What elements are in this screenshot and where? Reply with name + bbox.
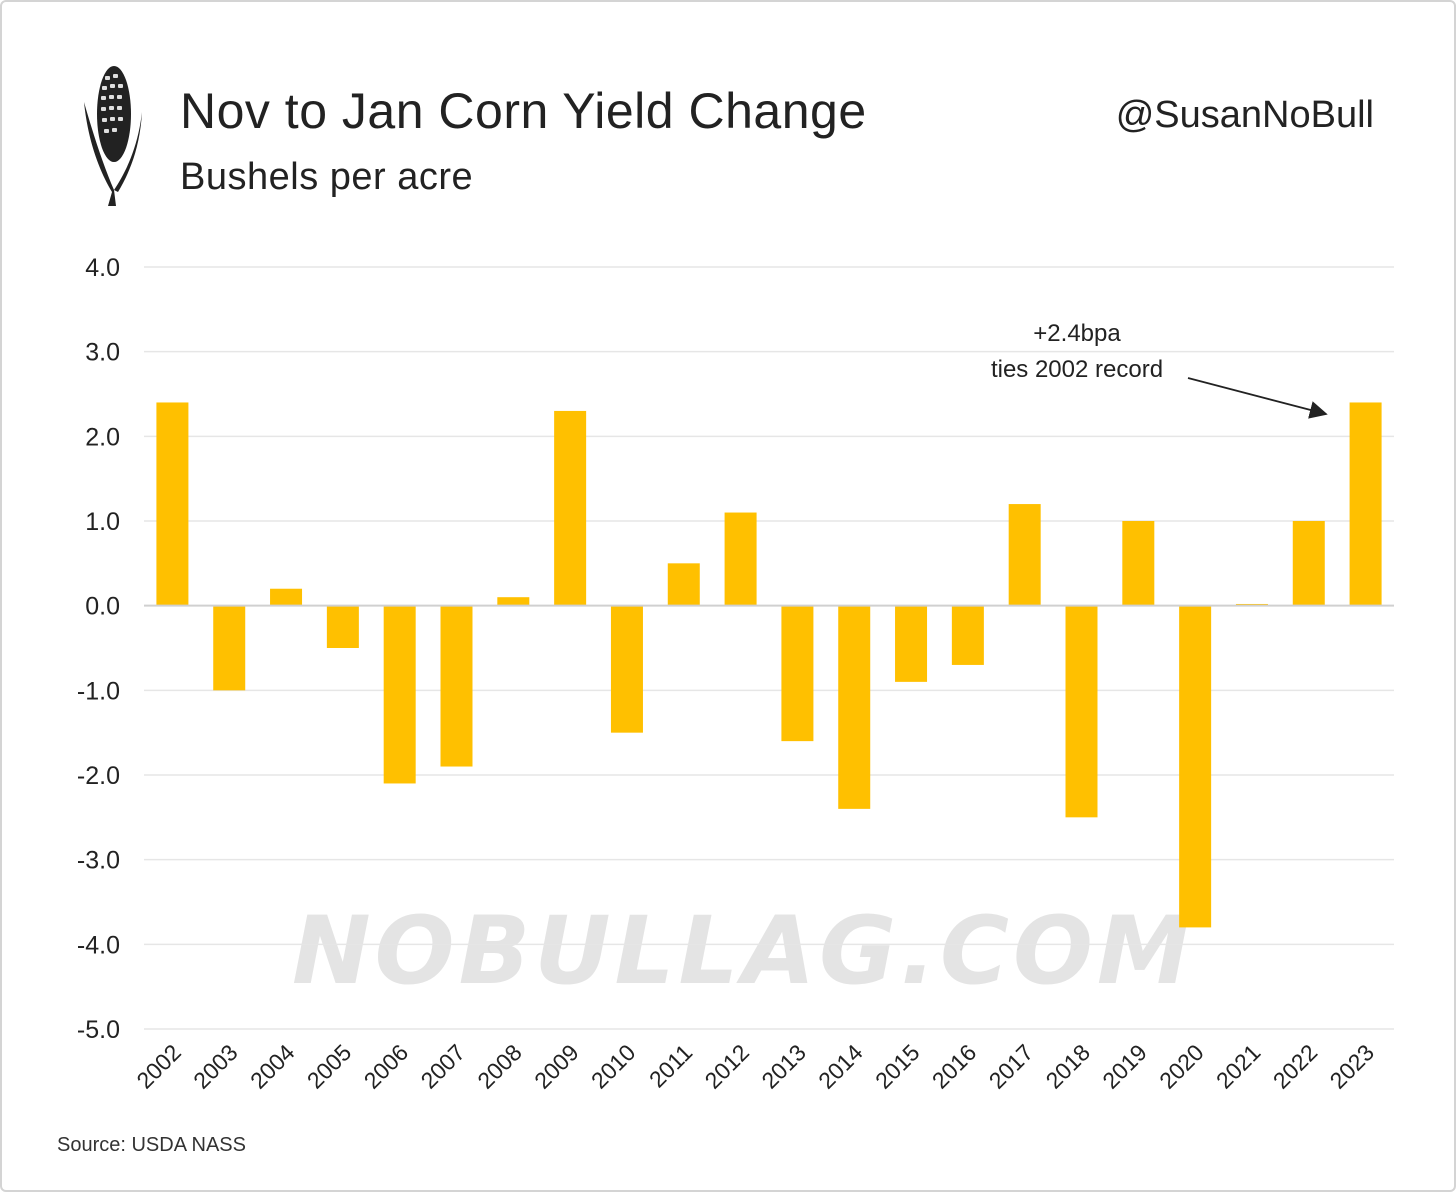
bar: [610, 605, 643, 733]
source-note: Source: USDA NASS: [57, 1134, 246, 1156]
bar: [156, 402, 189, 606]
chart-title: Nov to Jan Corn Yield Change: [180, 83, 867, 139]
x-tick-label: 2016: [927, 1039, 982, 1094]
bar: [724, 512, 757, 606]
bar: [781, 605, 814, 742]
author-handle: @SusanNoBull: [1115, 94, 1374, 136]
bar: [440, 605, 473, 767]
bar: [1179, 605, 1212, 928]
bar: [1065, 605, 1098, 818]
y-tick-label: 0.0: [85, 593, 120, 621]
annotation-value: +2.4bpa: [1033, 320, 1121, 347]
x-tick-label: 2014: [813, 1039, 868, 1094]
x-tick-label: 2020: [1154, 1039, 1209, 1094]
x-tick-label: 2023: [1325, 1039, 1380, 1094]
bar: [497, 597, 530, 606]
x-tick-label: 2018: [1040, 1039, 1095, 1094]
annotation: +2.4bpa ties 2002 record: [962, 316, 1192, 388]
x-tick-label: 2008: [472, 1039, 527, 1094]
bar: [1122, 521, 1155, 606]
y-tick-label: 3.0: [85, 339, 120, 367]
x-tick-label: 2017: [984, 1039, 1039, 1094]
y-tick-label: -2.0: [77, 762, 120, 790]
corn-cob-icon: [84, 66, 142, 206]
y-tick-label: 4.0: [85, 254, 120, 282]
bar: [895, 605, 928, 682]
bar: [667, 563, 700, 606]
bar: [1292, 521, 1325, 606]
bar: [1349, 402, 1382, 606]
x-tick-label: 2002: [131, 1039, 186, 1094]
y-tick-label: -4.0: [77, 931, 120, 959]
bar: [383, 605, 416, 784]
x-tick-label: 2007: [415, 1039, 470, 1094]
x-tick-label: 2011: [644, 1039, 697, 1092]
x-tick-label: 2005: [302, 1039, 357, 1094]
bar: [213, 605, 246, 691]
bar: [326, 605, 359, 648]
bar: [554, 410, 587, 606]
x-tick-label: 2010: [586, 1039, 641, 1094]
y-tick-label: 2.0: [85, 423, 120, 451]
x-tick-label: 2012: [700, 1039, 755, 1094]
y-tick-label: -3.0: [77, 847, 120, 875]
chart-subtitle: Bushels per acre: [180, 156, 474, 198]
x-tick-label: 2004: [245, 1039, 300, 1094]
x-tick-label: 2021: [1211, 1039, 1266, 1094]
x-tick-label: 2019: [1097, 1039, 1152, 1094]
y-tick-label: -1.0: [77, 677, 120, 705]
bar: [270, 588, 303, 606]
bar: [1008, 504, 1041, 606]
watermark: NOBULLAG.COM: [292, 897, 1195, 1006]
x-tick-label: 2015: [870, 1039, 925, 1094]
x-tick-label: 2009: [529, 1039, 584, 1094]
bar: [838, 605, 871, 809]
annotation-note: ties 2002 record: [990, 356, 1164, 383]
y-tick-label: 1.0: [85, 508, 120, 536]
x-tick-label: 2003: [188, 1039, 243, 1094]
bar: [951, 605, 984, 665]
x-tick-label: 2006: [359, 1039, 414, 1094]
y-tick-label: -5.0: [77, 1016, 120, 1044]
annotation-arrow: [1187, 377, 1328, 419]
x-tick-label: 2022: [1268, 1039, 1323, 1094]
x-tick-label: 2013: [756, 1039, 811, 1094]
